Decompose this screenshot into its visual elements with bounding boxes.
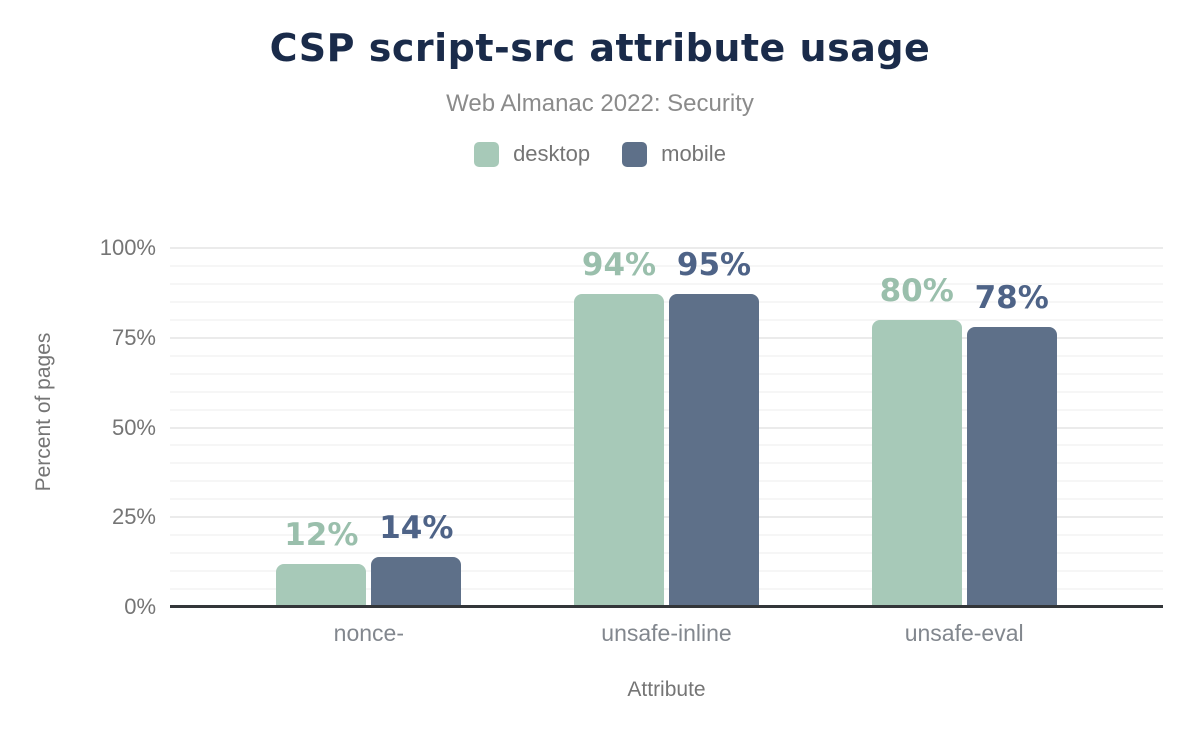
gridline-60 [170,390,1163,393]
gridline-5 [170,588,1163,591]
gridline-40 [170,462,1163,465]
bar-mobile-unsafe-inline [669,294,759,607]
gridline-85 [170,300,1163,303]
bar-column-desktop: 94% [574,248,664,607]
bar-column-desktop: 80% [871,248,962,607]
bar-column-desktop: 12% [276,248,367,607]
bar-value-label-desktop: 12% [284,516,359,553]
bar-value-label-mobile: 95% [676,247,752,283]
bar-value-label-mobile: 14% [379,509,454,546]
bar-value-label-mobile: 78% [974,279,1049,316]
y-tick-label-25: 25% [111,504,156,530]
gridline-55 [170,408,1163,411]
bar-column-mobile: 95% [669,248,759,607]
bar-groups: 12% 14% nonce- 94% 95% unsafe-inline 80% 78% uns… [170,248,1163,646]
x-axis-title: Attribute [627,678,706,701]
legend-item-mobile: mobile [622,141,726,167]
gridline-90 [170,282,1163,285]
gridline-10 [170,570,1163,573]
x-axis-line [170,605,1163,608]
gridline-70 [170,354,1163,357]
category-label-nonce-: nonce- [333,620,404,646]
bar-column-mobile: 78% [966,248,1057,607]
bar-group-unsafe-eval: 80% 78% unsafe-eval [815,248,1113,646]
bar-mobile-nonce- [371,556,462,607]
gridline-20 [170,534,1163,537]
legend-label: desktop [513,141,591,166]
legend-label: mobile [661,141,726,166]
bar-column-mobile: 14% [371,248,462,607]
y-tick-label-0: 0% [124,594,156,619]
category-label-unsafe-eval: unsafe-eval [904,620,1024,646]
legend-swatch-mobile [622,141,648,167]
gridline-35 [170,480,1163,483]
gridline-15 [170,552,1163,555]
legend-item-desktop: desktop [474,141,590,167]
gridline-50 [170,426,1163,429]
gridline-45 [170,444,1163,447]
gridline-25 [170,516,1163,519]
legend: desktop mobile [0,140,1200,168]
plot-area: 12% 14% nonce- 94% 95% unsafe-inline 80% 78% uns… [170,247,1163,646]
gridline-80 [170,318,1163,321]
category-label-unsafe-inline: unsafe-inline [601,620,732,646]
bar-desktop-unsafe-inline [574,294,664,607]
chart-subtitle: Web Almanac 2022: Security [446,90,754,117]
bar-group-nonce-: 12% 14% nonce- [220,248,518,646]
y-tick-label-75: 75% [111,324,156,350]
chart-title: CSP script-src attribute usage [269,26,931,70]
y-tick-label-100: 100% [99,235,156,260]
gridline-30 [170,498,1163,501]
gridline-95 [170,264,1163,267]
gridline-75 [170,336,1163,339]
bar-value-label-desktop: 94% [581,247,657,283]
legend-swatch-desktop [474,141,500,167]
bar-value-label-desktop: 80% [879,272,954,309]
y-tick-label-50: 50% [111,414,156,440]
y-axis-tick-labels: 0% 25% 50% 75% 100% [0,235,156,619]
bar-desktop-nonce- [276,563,367,607]
gridline-100 [170,247,1163,249]
gridline-65 [170,372,1163,375]
bar-group-unsafe-inline: 94% 95% unsafe-inline [518,248,816,646]
bar-mobile-unsafe-eval [966,326,1057,607]
bar-desktop-unsafe-eval [871,319,962,607]
